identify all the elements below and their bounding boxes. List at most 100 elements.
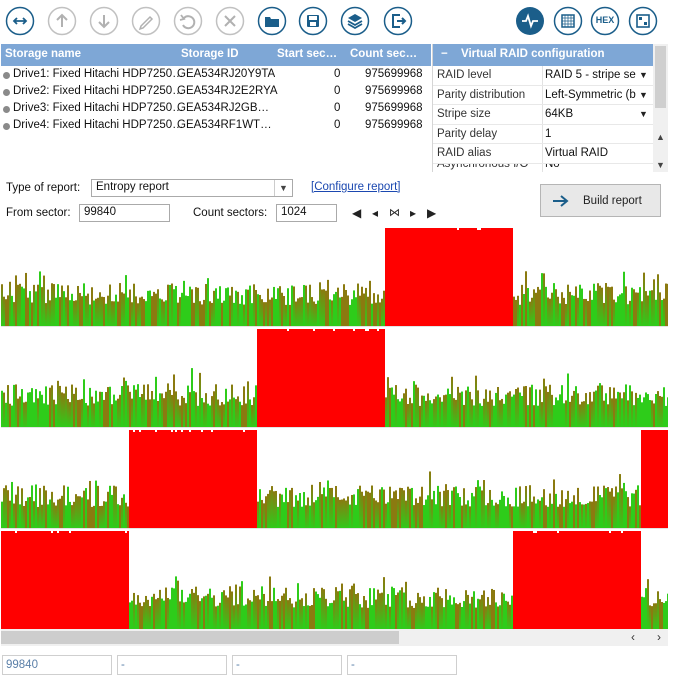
folder-open-button[interactable] <box>257 6 287 36</box>
stripe-size-row[interactable]: Stripe size 64KB ▼ <box>433 105 653 125</box>
grid-button[interactable] <box>553 6 583 36</box>
from-sector-input[interactable]: 99840 <box>79 204 170 222</box>
parity-distribution-row[interactable]: Parity distribution Left-Symmetric (b ▼ <box>433 85 653 105</box>
dropdown-arrow-icon[interactable]: ▼ <box>639 70 648 80</box>
async-io-value[interactable]: No <box>545 163 560 170</box>
dropdown-arrow-icon[interactable]: ▼ <box>639 109 648 119</box>
high-entropy-bar <box>61 531 63 629</box>
low-entropy-bar <box>323 487 325 528</box>
low-entropy-bar <box>559 504 561 528</box>
high-entropy-bar <box>95 531 97 629</box>
arrow-up-button[interactable] <box>47 6 77 36</box>
low-entropy-bar <box>139 297 141 326</box>
scroll-left-icon[interactable]: ‹ <box>631 630 635 644</box>
build-report-button[interactable]: Build report <box>540 184 661 217</box>
scroll-right-icon[interactable]: › <box>657 630 661 644</box>
col-start-sector[interactable]: Start sec… <box>277 48 338 60</box>
entropy-graph[interactable] <box>0 227 668 630</box>
low-entropy-bar <box>647 295 649 326</box>
configure-report-link[interactable]: [Configure report] <box>311 181 401 193</box>
sync-button[interactable] <box>5 6 35 36</box>
dropdown-arrow-icon[interactable]: ▼ <box>274 180 292 196</box>
low-entropy-bar <box>133 592 135 629</box>
low-entropy-bar <box>191 289 193 326</box>
low-entropy-bar <box>63 393 65 427</box>
high-entropy-bar <box>517 531 519 629</box>
save-icon <box>298 6 328 36</box>
close-button[interactable] <box>215 6 245 36</box>
col-count-sectors[interactable]: Count sec… <box>350 48 418 60</box>
low-entropy-bar <box>379 593 381 629</box>
low-entropy-bar <box>17 398 19 427</box>
scroll-up-icon[interactable]: ▲ <box>656 132 665 142</box>
high-entropy-bar <box>355 329 357 427</box>
parity-delay-row[interactable]: Parity delay 1 <box>433 124 653 144</box>
raid-alias-row[interactable]: RAID alias Virtual RAID <box>433 144 653 164</box>
previous-icon[interactable]: ◂ <box>372 206 379 220</box>
graph-horizontal-scrollbar[interactable]: ‹ › <box>1 629 668 646</box>
low-entropy-bar <box>299 599 301 629</box>
low-entropy-bar <box>403 592 405 629</box>
async-io-row[interactable]: Asynchronous I/O No <box>433 163 653 172</box>
scrollbar-thumb[interactable] <box>655 46 666 108</box>
dropdown-arrow-icon[interactable]: ▼ <box>639 89 648 100</box>
col-storage-name[interactable]: Storage name <box>5 48 82 60</box>
high-entropy-bar <box>661 430 663 528</box>
raid-level-row[interactable]: RAID level RAID 5 - stripe se ▼ <box>433 66 653 86</box>
table-row[interactable]: Drive4: Fixed Hitachi HDP7250… GEA534RF1… <box>1 118 431 135</box>
parity-distribution-value[interactable]: Left-Symmetric (b <box>545 88 636 101</box>
count-sectors-input[interactable]: 1024 <box>276 204 337 222</box>
collapse-icon[interactable]: − <box>441 48 448 60</box>
low-entropy-bar <box>171 283 173 326</box>
pulse-button[interactable] <box>515 6 545 36</box>
low-entropy-bar <box>217 399 219 427</box>
parity-delay-value[interactable]: 1 <box>545 127 552 140</box>
low-entropy-bar <box>629 300 631 326</box>
scrollbar-thumb[interactable] <box>1 631 399 644</box>
raid-alias-value[interactable]: Virtual RAID <box>545 147 609 159</box>
low-entropy-bar <box>513 506 515 528</box>
low-entropy-bar <box>645 291 647 326</box>
low-entropy-bar <box>77 285 79 326</box>
center-icon[interactable]: ⋈ <box>389 207 400 219</box>
sectors-button[interactable] <box>628 6 658 36</box>
report-type-select[interactable]: Entropy report ▼ <box>91 179 293 197</box>
low-entropy-bar <box>303 492 305 528</box>
scroll-down-icon[interactable]: ▼ <box>656 160 665 170</box>
save-button[interactable] <box>298 6 328 36</box>
next-icon[interactable]: ▸ <box>410 206 417 220</box>
last-page-icon[interactable]: ▶ <box>427 206 437 220</box>
exit-button[interactable] <box>383 6 413 36</box>
table-row[interactable]: Drive1: Fixed Hitachi HDP7250… GEA534RJ2… <box>1 67 431 84</box>
undo-button[interactable] <box>173 6 203 36</box>
high-entropy-bar <box>205 430 207 528</box>
high-entropy-bar <box>153 430 155 528</box>
hex-button[interactable]: HEX <box>590 6 620 36</box>
raid-level-value[interactable]: RAID 5 - stripe se <box>545 69 636 81</box>
low-entropy-bar <box>445 394 447 427</box>
arrow-down-button[interactable] <box>89 6 119 36</box>
low-entropy-bar <box>197 595 199 629</box>
low-entropy-bar <box>295 301 297 326</box>
layers-button[interactable] <box>340 6 370 36</box>
high-entropy-bar <box>149 430 151 528</box>
low-entropy-bar <box>129 289 131 326</box>
col-storage-id[interactable]: Storage ID <box>181 48 239 60</box>
low-entropy-bar <box>107 387 109 427</box>
first-page-icon[interactable]: ◀ <box>352 206 362 220</box>
table-row[interactable]: Drive3: Fixed Hitachi HDP7250… GEA534RJ2… <box>1 101 431 118</box>
low-entropy-bar <box>199 601 201 629</box>
high-entropy-bar <box>299 329 301 427</box>
low-entropy-bar <box>345 597 347 629</box>
high-entropy-bar <box>407 228 409 326</box>
low-entropy-bar <box>575 286 577 326</box>
high-entropy-bar <box>243 432 245 528</box>
stripe-size-value[interactable]: 64KB <box>545 108 574 120</box>
high-entropy-bar <box>79 531 81 629</box>
low-entropy-bar <box>459 496 461 528</box>
count-sectors-value: 1024 <box>281 206 307 218</box>
graph-band <box>1 429 668 529</box>
raid-config-scrollbar[interactable]: ▲ ▼ <box>653 44 668 172</box>
table-row[interactable]: Drive2: Fixed Hitachi HDP7250… GEA534RJ2… <box>1 84 431 101</box>
pencil-button[interactable] <box>131 6 161 36</box>
